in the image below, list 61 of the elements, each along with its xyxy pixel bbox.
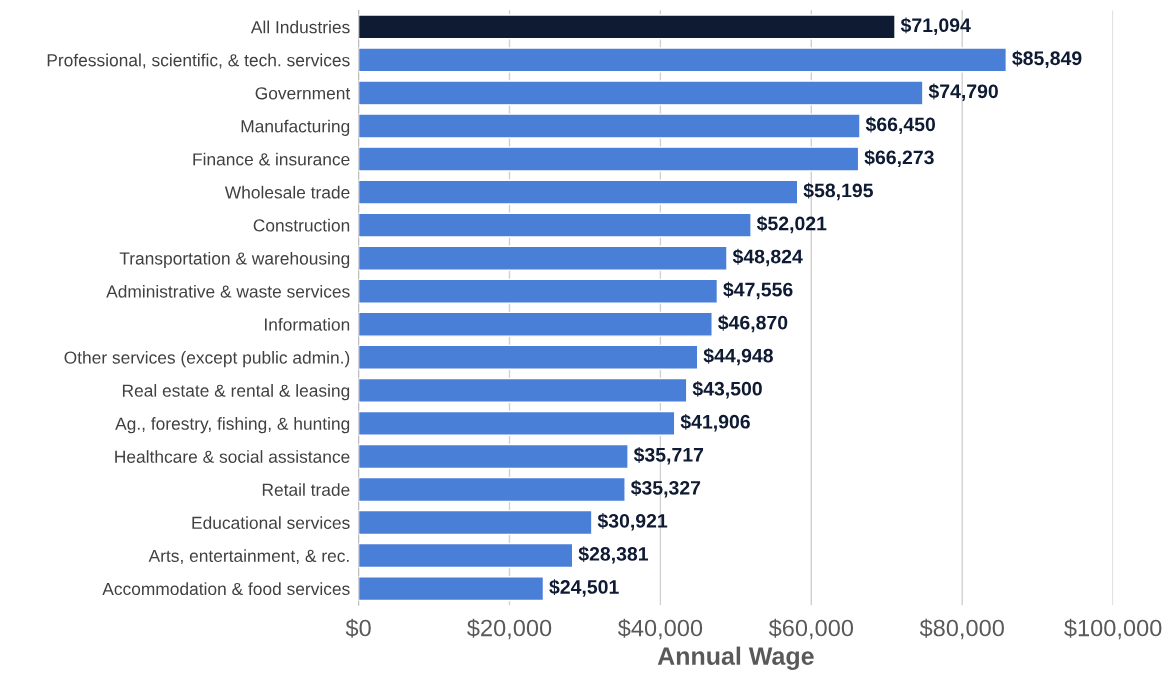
y-tick-label: Administrative & waste services — [106, 284, 350, 298]
data-label: $66,450 — [865, 116, 935, 135]
bar — [358, 509, 593, 536]
y-tick-label: Construction — [253, 218, 350, 232]
x-tick-label: $100,000 — [1064, 618, 1162, 640]
data-label: $48,824 — [732, 248, 803, 267]
data-label: $47,556 — [723, 281, 793, 300]
bar — [358, 476, 626, 503]
bar — [358, 278, 719, 304]
y-tick-label: Finance & insurance — [193, 152, 350, 166]
data-label: $52,021 — [756, 215, 827, 234]
data-label: $44,948 — [703, 347, 773, 366]
bar — [358, 410, 676, 436]
y-tick-label: Real estate & rental & leasing — [122, 384, 350, 401]
y-tick-label: Manufacturing — [241, 119, 350, 136]
y-tick-label: Educational services — [192, 516, 350, 529]
bar — [358, 47, 1008, 73]
data-label: $35,717 — [633, 447, 704, 465]
data-label: $43,500 — [692, 380, 762, 399]
y-tick-label: Information — [265, 317, 350, 331]
data-label: $58,195 — [803, 182, 873, 201]
data-label: $85,849 — [1012, 50, 1082, 68]
x-tick-label: $0 — [345, 618, 371, 638]
y-tick-label: Retail trade — [262, 483, 350, 496]
data-label: $46,870 — [718, 314, 788, 333]
y-tick-label: All Industries — [250, 20, 350, 34]
x-tick-label: $60,000 — [768, 618, 854, 640]
x-tick-label: $20,000 — [467, 618, 552, 640]
bar — [358, 179, 799, 205]
x-axis-title: Annual Wage — [657, 646, 814, 670]
bar — [358, 542, 574, 569]
bar — [358, 146, 860, 172]
bar — [358, 311, 713, 337]
x-tick-label: $80,000 — [919, 618, 1004, 640]
y-tick-label: Accommodation & food services — [102, 582, 350, 596]
data-label: $24,501 — [549, 579, 619, 597]
data-label: $74,790 — [928, 83, 998, 101]
y-tick-label: Ag., forestry, fishing, & hunting — [115, 417, 350, 434]
data-label: $28,381 — [578, 546, 649, 564]
bar — [358, 14, 896, 40]
data-label: $41,906 — [680, 413, 750, 432]
bar — [358, 113, 861, 139]
y-tick-label: Transportation & warehousing — [119, 251, 350, 269]
data-label: $30,921 — [597, 513, 668, 531]
y-tick-label: Government — [255, 87, 351, 100]
y-tick-label: Wholesale trade — [224, 185, 350, 199]
bar — [358, 443, 629, 470]
bar — [358, 80, 924, 106]
bar — [358, 576, 545, 602]
x-tick-label: $40,000 — [617, 618, 703, 640]
y-tick-label: Arts, entertainment, & rec. — [148, 549, 349, 565]
bar — [358, 377, 688, 403]
data-label: $35,327 — [630, 480, 701, 498]
y-tick-label: Other services (except public admin.) — [64, 351, 350, 368]
bar — [358, 344, 699, 370]
bar — [358, 245, 728, 271]
bar — [358, 212, 752, 238]
y-tick-label: Healthcare & social assistance — [115, 450, 350, 463]
data-label: $66,273 — [864, 149, 934, 168]
y-tick-label: Professional, scientific, & tech. services — [47, 53, 350, 69]
data-label: $71,094 — [900, 17, 971, 35]
